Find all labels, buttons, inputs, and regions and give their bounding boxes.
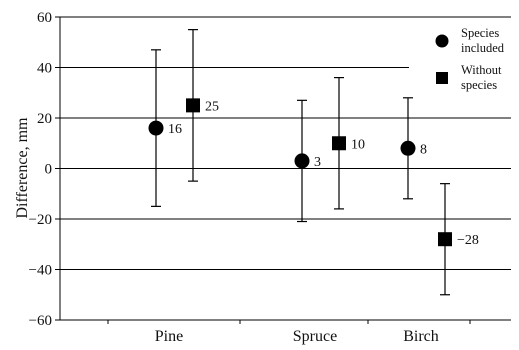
data-series: 16 3 8 25 10 −28 [148,29,479,296]
data-label: 8 [420,142,427,157]
legend-marker-square [436,72,448,84]
axes [55,16,511,324]
y-tick-label: −40 [29,263,52,279]
legend-label: Without species [461,63,502,92]
y-tick-label: 0 [45,162,53,178]
x-category-label: Spruce [293,328,337,345]
y-tick-label: 40 [37,61,52,77]
data-point-circle [294,153,310,169]
data-label: −28 [457,233,479,248]
legend-marker-circle [435,34,449,48]
data-point-square [186,98,200,113]
x-category-label: Pine [155,328,183,345]
y-tick-label: −60 [29,313,52,329]
y-axis-title: Difference, mm [14,117,31,219]
y-tick-label: 60 [37,10,52,26]
x-category-labels: Pine Spruce Birch [155,328,439,345]
legend: Species included Without species [435,26,505,92]
data-label: 3 [314,155,321,170]
y-tick-label: 20 [37,111,52,127]
legend-label: Species included [461,26,505,55]
data-point-circle [400,140,416,156]
data-point-square [332,136,346,151]
y-tick-labels: 60 40 20 0 −20 −40 −60 [29,10,52,329]
data-point-square [438,232,452,247]
y-tick-label: −20 [29,212,52,228]
data-label: 10 [351,137,365,152]
data-label: 25 [205,99,219,114]
data-label: 16 [168,122,182,137]
data-point-circle [148,120,164,136]
grid-lines [60,16,511,270]
x-category-label: Birch [403,328,439,345]
